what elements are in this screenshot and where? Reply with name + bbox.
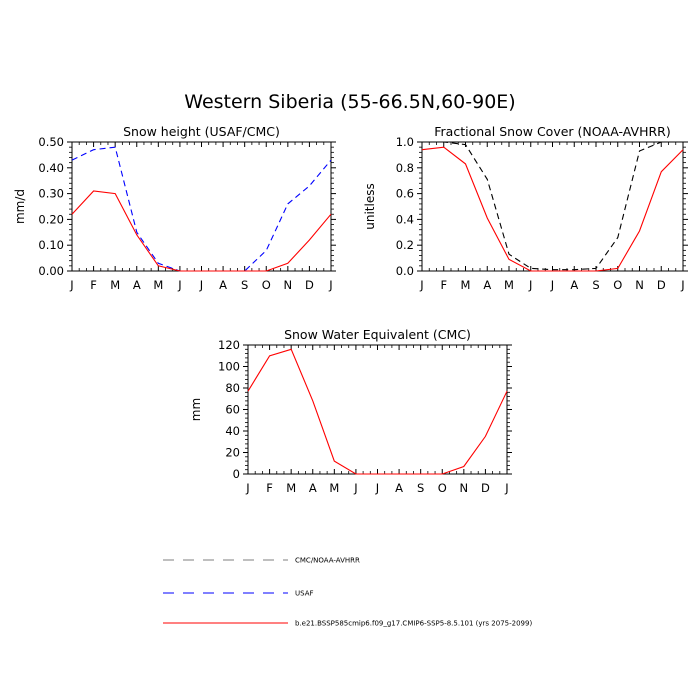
x-tick-label: N — [635, 278, 644, 292]
x-tick-label: J — [550, 278, 554, 292]
panel-title: Fractional Snow Cover (NOAA-AVHRR) — [434, 124, 671, 139]
panel-fractional-snow-cover: Fractional Snow Cover (NOAA-AVHRR)J F M A M J… — [363, 124, 688, 292]
y-tick-label: 60 — [225, 403, 240, 417]
x-tick-label: J — [199, 278, 203, 292]
x-tick-label: M — [286, 481, 296, 495]
legend-label: b.e21.BSSP585cmip6.f09_g17.CMIP6-SSP5-8.… — [295, 620, 532, 628]
legend-label: CMC/NOAA-AVHRR — [295, 557, 360, 565]
x-tick-label: J — [245, 481, 249, 495]
x-tick-label: N — [284, 278, 293, 292]
x-tick-label: S — [241, 278, 248, 292]
x-tick-label: A — [395, 481, 403, 495]
legend: CMC/NOAA-AVHRR USAF b.e21.BSSP585cmip6.f09… — [163, 557, 532, 628]
y-tick-label: 0.50 — [38, 135, 64, 149]
plot-frame — [421, 141, 684, 272]
y-tick-label: 0.20 — [38, 212, 64, 226]
x-tick-label: M — [110, 278, 120, 292]
plot-frame — [247, 344, 508, 475]
y-tick-label: 0.10 — [38, 238, 64, 252]
x-tick-label: O — [438, 481, 447, 495]
y-tick-label: 0.0 — [396, 264, 414, 278]
panel-title: Snow Water Equivalent (CMC) — [284, 327, 471, 342]
y-axis-label: unitless — [363, 183, 377, 229]
series-line-b-e21-bssp585cmip6-f09-g17-cmi — [247, 348, 508, 475]
panel-snow-water-equivalent: Snow Water Equivalent (CMC)J F M A M J J A S O N D J… — [189, 327, 512, 495]
x-tick-label: J — [419, 278, 423, 292]
y-tick-label: 100 — [218, 360, 240, 374]
x-tick-label: M — [329, 481, 339, 495]
x-tick-label: A — [133, 278, 141, 292]
x-tick-label: F — [440, 278, 447, 292]
y-tick-label: 40 — [225, 424, 240, 438]
main-title: Western Siberia (55-66.5N,60-90E) — [184, 91, 515, 113]
x-tick-label: N — [460, 481, 469, 495]
y-tick-label: 1.0 — [396, 135, 414, 149]
y-axis-label: mm/d — [13, 189, 27, 224]
y-tick-label: 0.40 — [38, 161, 64, 175]
series-line-usaf — [71, 146, 332, 272]
y-tick-label: 0 — [233, 467, 240, 481]
y-tick-label: 120 — [218, 338, 240, 352]
y-tick-label: 0.2 — [396, 238, 414, 252]
legend-label: USAF — [295, 590, 314, 598]
x-tick-label: D — [305, 278, 314, 292]
y-tick-label: 0.8 — [396, 161, 414, 175]
x-tick-label: A — [219, 278, 227, 292]
panel-snow-height: Snow height (USAF/CMC)J F M A M J J A S O N D J0.000… — [13, 124, 336, 292]
x-tick-label: S — [592, 278, 599, 292]
x-tick-label: A — [483, 278, 491, 292]
series-line-b-e21-bssp585cmip6-f09-g17-cmi — [421, 146, 684, 272]
x-tick-label: A — [570, 278, 578, 292]
x-tick-label: A — [309, 481, 317, 495]
x-tick-label: F — [90, 278, 97, 292]
y-tick-label: 0.6 — [396, 187, 414, 201]
y-axis-label: mm — [189, 398, 203, 421]
y-tick-label: 0.00 — [38, 264, 64, 278]
y-tick-label: 0.4 — [396, 212, 414, 226]
panel-title: Snow height (USAF/CMC) — [123, 124, 280, 139]
x-tick-label: M — [461, 278, 471, 292]
x-tick-label: J — [528, 278, 532, 292]
x-tick-label: O — [262, 278, 271, 292]
x-tick-label: J — [353, 481, 357, 495]
x-tick-label: D — [481, 481, 490, 495]
x-tick-label: D — [657, 278, 666, 292]
y-tick-label: 20 — [225, 446, 240, 460]
plot-frame — [71, 141, 332, 272]
x-tick-label: J — [69, 278, 73, 292]
x-tick-label: J — [504, 481, 508, 495]
x-tick-label: J — [680, 278, 684, 292]
y-tick-label: 80 — [225, 381, 240, 395]
series-line-cmc-noaa-avhrr — [422, 141, 683, 271]
series-line-b-e21-bssp585cmip6-f09-g17-cmi — [71, 190, 332, 272]
y-tick-label: 0.30 — [38, 187, 64, 201]
x-tick-label: F — [266, 481, 273, 495]
x-tick-label: O — [613, 278, 622, 292]
x-tick-label: J — [375, 481, 379, 495]
x-tick-label: S — [417, 481, 424, 495]
x-tick-label: M — [504, 278, 514, 292]
x-tick-label: J — [328, 278, 332, 292]
x-tick-label: J — [177, 278, 181, 292]
x-tick-label: M — [153, 278, 163, 292]
